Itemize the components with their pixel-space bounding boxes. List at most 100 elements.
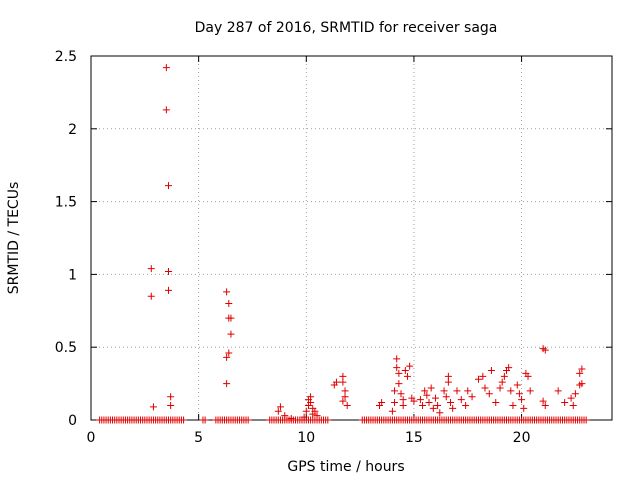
- data-point: [393, 364, 401, 372]
- data-point: [276, 403, 284, 411]
- data-point: [225, 349, 233, 357]
- data-point: [165, 286, 173, 294]
- data-point: [180, 416, 188, 424]
- data-point: [147, 265, 155, 273]
- data-point: [447, 399, 455, 407]
- data-point: [244, 416, 252, 424]
- x-tick-label: 5: [194, 430, 203, 446]
- data-point: [313, 412, 321, 420]
- data-point: [578, 365, 586, 373]
- data-point: [167, 393, 175, 401]
- data-point: [515, 390, 523, 398]
- y-tick-label: 0: [68, 413, 77, 429]
- data-point: [423, 391, 431, 399]
- data-point: [274, 407, 282, 415]
- data-point: [223, 353, 231, 361]
- data-point: [421, 387, 429, 395]
- y-tick-label: 1.5: [55, 195, 77, 211]
- data-point: [500, 372, 508, 380]
- data-point: [227, 314, 235, 322]
- y-tick-label: 2.5: [55, 49, 77, 65]
- data-point: [378, 399, 386, 407]
- data-point: [492, 399, 500, 407]
- data-point: [419, 401, 427, 409]
- data-point: [393, 355, 401, 363]
- x-tick-label: 10: [297, 430, 315, 446]
- ticks-layer: 0 5 10 15 20 0 0.5 1 1.5 2 2.5: [55, 49, 612, 446]
- data-point: [167, 401, 175, 409]
- grid-layer: [91, 56, 612, 420]
- data-point: [416, 396, 424, 404]
- data-point: [162, 64, 170, 72]
- data-point: [339, 397, 347, 405]
- data-point: [507, 387, 515, 395]
- data-point: [571, 390, 579, 398]
- y-tick-label: 1: [68, 267, 77, 283]
- x-tick-label: 20: [513, 430, 531, 446]
- data-point: [395, 380, 403, 388]
- data-point: [434, 401, 442, 409]
- data-point: [539, 397, 547, 405]
- data-point: [462, 401, 470, 409]
- data-point: [436, 409, 444, 417]
- data-point: [165, 267, 173, 275]
- data-point: [561, 399, 569, 407]
- data-point: [429, 404, 437, 412]
- data-point: [481, 384, 489, 392]
- data-point: [223, 380, 231, 388]
- x-tick-label: 0: [87, 430, 96, 446]
- data-point: [526, 387, 534, 395]
- y-axis-title: SRMTID / TECUs: [6, 182, 22, 295]
- data-point: [496, 384, 504, 392]
- data-point: [582, 416, 590, 424]
- data-point: [307, 399, 315, 407]
- data-point: [425, 399, 433, 407]
- data-point: [513, 381, 521, 389]
- data-point: [302, 407, 310, 415]
- data-point: [410, 397, 418, 405]
- data-point: [332, 378, 340, 386]
- y-tick-label: 2: [68, 122, 77, 138]
- data-point: [440, 387, 448, 395]
- data-point: [524, 372, 532, 380]
- data-point: [324, 416, 332, 424]
- data-point: [223, 288, 231, 296]
- data-point: [397, 390, 405, 398]
- data-point: [554, 387, 562, 395]
- data-point: [569, 401, 577, 409]
- data-point: [225, 300, 233, 308]
- data-point: [227, 330, 235, 338]
- data-point: [509, 401, 517, 409]
- data-point: [311, 407, 319, 415]
- data-point: [453, 387, 461, 395]
- data-point: [487, 366, 495, 374]
- data-point: [464, 387, 472, 395]
- x-tick-label: 15: [405, 430, 423, 446]
- data-point: [281, 412, 289, 420]
- data-point: [457, 396, 465, 404]
- data-point: [406, 362, 414, 370]
- data-point: [165, 182, 173, 190]
- data-point: [427, 384, 435, 392]
- data-point: [468, 393, 476, 401]
- data-point: [505, 364, 513, 372]
- data-point: [475, 375, 483, 383]
- data-point: [403, 372, 411, 380]
- data-point: [388, 407, 396, 415]
- data-point: [576, 369, 584, 377]
- data-point: [442, 393, 450, 401]
- chart-title: Day 287 of 2016, SRMTID for receiver sag…: [195, 20, 498, 36]
- data-point: [401, 366, 409, 374]
- data-point: [201, 416, 209, 424]
- data-point: [147, 292, 155, 300]
- data-point: [399, 401, 407, 409]
- y-tick-label: 0.5: [55, 340, 77, 356]
- data-point: [444, 372, 452, 380]
- data-point: [479, 372, 487, 380]
- data-point: [162, 106, 170, 114]
- data-point: [391, 399, 399, 407]
- markers-layer: [96, 64, 590, 424]
- data-point: [578, 380, 586, 388]
- data-point: [431, 394, 439, 402]
